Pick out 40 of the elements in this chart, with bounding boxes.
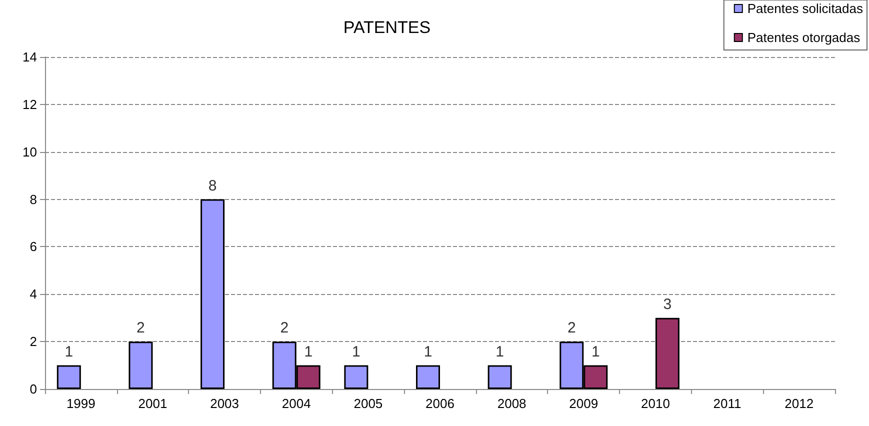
x-tick-label: 2008: [497, 396, 526, 411]
x-tick-label: 2006: [426, 396, 454, 411]
x-tick-label: 2010: [640, 396, 670, 411]
data-label: 1: [591, 343, 600, 360]
y-tick-label: 6: [30, 239, 37, 254]
bar: [56, 365, 81, 389]
bar: [416, 365, 440, 389]
bar: [488, 365, 512, 389]
y-tick-label: 12: [22, 96, 37, 112]
y-tick-label: 14: [22, 50, 37, 64]
data-label: 1: [424, 343, 432, 360]
data-label: 2: [280, 320, 289, 337]
bar: [344, 365, 368, 389]
data-label: 2: [136, 320, 145, 337]
bar: [200, 199, 225, 389]
y-tick-label: 0: [30, 382, 37, 396]
y-tick-label: 8: [30, 192, 37, 207]
x-tick-label: 2001: [138, 396, 168, 411]
data-label: 1: [304, 343, 313, 360]
bar: [655, 318, 680, 389]
bar: [128, 342, 153, 389]
data-label: 3: [663, 296, 672, 313]
data-label: 1: [64, 343, 74, 360]
data-label: 1: [352, 343, 360, 360]
data-label: 8: [208, 177, 217, 194]
data-label: 1: [496, 343, 504, 360]
chart-title: PATENTES: [343, 18, 431, 37]
x-tick-label: 2011: [713, 396, 742, 411]
y-tick-label: 4: [30, 286, 37, 302]
legend-label: Patentes solicitadas: [747, 1, 864, 16]
y-tick-label: 2: [30, 334, 37, 350]
x-tick-label: 2004: [282, 396, 311, 411]
data-label: 2: [567, 320, 576, 337]
x-tick-label: 2012: [784, 396, 814, 411]
legend-label: Patentes otorgadas: [747, 30, 861, 45]
x-tick-label: 2005: [354, 396, 383, 411]
y-tick-label: 10: [22, 144, 37, 160]
x-tick-label: 2009: [569, 396, 598, 411]
x-tick-label: 2003: [210, 396, 240, 411]
x-tick-label: 1999: [66, 396, 96, 411]
